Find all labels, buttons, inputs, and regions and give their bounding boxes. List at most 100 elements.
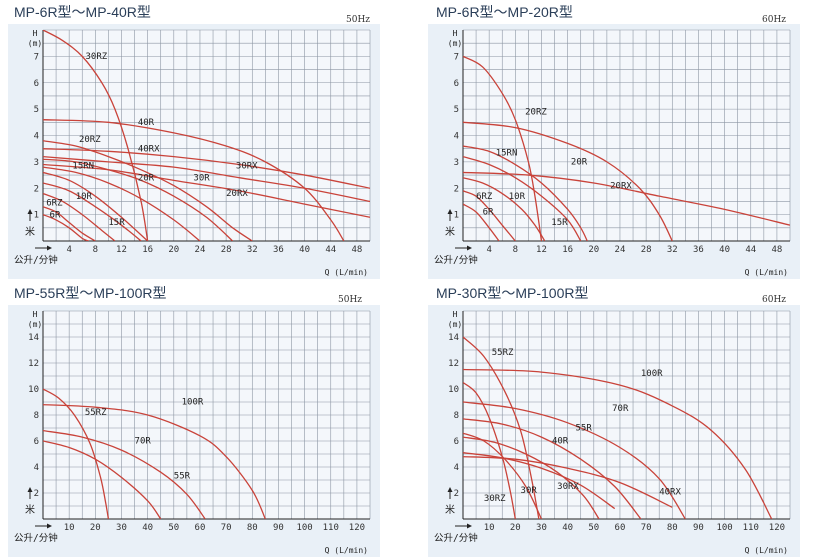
curve-label-20rx: 20RX bbox=[610, 181, 632, 191]
curve-6r bbox=[463, 203, 500, 241]
curve-label-6r: 6R bbox=[483, 208, 494, 218]
x-tick-label: 28 bbox=[221, 245, 232, 255]
x-tick-label: 70 bbox=[221, 523, 232, 533]
y-axis-label: (m) bbox=[28, 320, 42, 329]
x-unit-label: 公升/分钟 bbox=[434, 532, 478, 544]
curve-label-10r: 10R bbox=[76, 192, 93, 202]
x-tick-label: 16 bbox=[142, 245, 153, 255]
x-tick-label: 4 bbox=[66, 245, 71, 255]
y-tick-label: 3 bbox=[34, 158, 39, 168]
pump-curve-plot: H(m) 2 4 6 8 10 12 14 米 10 20 30 40 50 60 70 80 90 100 110 1… bbox=[428, 305, 800, 557]
x-unit-arrowhead bbox=[47, 523, 52, 529]
curve-15r bbox=[463, 155, 582, 241]
y-tick-label: 2 bbox=[454, 184, 459, 194]
curve-15rn bbox=[463, 145, 588, 241]
curve-label-20rz: 20RZ bbox=[525, 107, 547, 117]
curve-20rz bbox=[463, 55, 543, 241]
frequency-label: 50Hz bbox=[346, 15, 371, 25]
curve-label-10r: 10R bbox=[509, 192, 526, 202]
x-unit-label: 公升/分钟 bbox=[14, 532, 58, 544]
curve-label-15r: 15R bbox=[551, 218, 568, 228]
curve-label-100r: 100R bbox=[641, 369, 663, 379]
frequency-label: 50Hz bbox=[338, 295, 363, 305]
pump-curve-plot: H(m) 2 4 6 8 10 12 14 米 10 20 30 40 50 60 70 80 90 100 110 1… bbox=[8, 305, 380, 557]
x-unit-arrowhead bbox=[467, 245, 472, 251]
curve-30r bbox=[463, 432, 543, 519]
curve-label-20r: 20R bbox=[138, 173, 155, 183]
y-axis-label: H bbox=[33, 29, 38, 38]
x-tick-label: 120 bbox=[769, 523, 785, 533]
curve-20rx bbox=[463, 171, 790, 226]
curve-label-30rz: 30RZ bbox=[86, 52, 108, 62]
x-unit-label: 公升/分钟 bbox=[14, 254, 58, 266]
curve-label-15rn: 15RN bbox=[496, 148, 518, 158]
x-tick-label: 48 bbox=[771, 245, 782, 255]
x-unit-label: 公升/分钟 bbox=[434, 254, 478, 266]
curve-label-70r: 70R bbox=[612, 404, 629, 414]
y-tick-label: 2 bbox=[454, 489, 459, 499]
curve-label-100r: 100R bbox=[182, 398, 204, 408]
frequency-label: 60Hz bbox=[762, 15, 787, 25]
x-tick-label: 100 bbox=[296, 523, 312, 533]
curve-label-20rx: 20RX bbox=[226, 189, 248, 199]
grid bbox=[462, 29, 791, 242]
pump-curves bbox=[463, 55, 790, 241]
y-tick-label: 14 bbox=[448, 333, 459, 343]
y-tick-label: 5 bbox=[34, 105, 39, 115]
curve-6rz bbox=[43, 206, 96, 241]
pump-curves bbox=[43, 388, 266, 519]
x-tick-label: 10 bbox=[484, 523, 495, 533]
curve-40rx bbox=[463, 455, 673, 508]
curve-label-20r: 20R bbox=[571, 158, 588, 168]
x-tick-label: 40 bbox=[719, 245, 730, 255]
x-tick-label: 70 bbox=[641, 523, 652, 533]
curve-label-55r: 55R bbox=[575, 424, 592, 434]
curve-55r bbox=[463, 418, 642, 519]
x-axis-label: Q (L/min) bbox=[745, 268, 788, 277]
chart-panel-4: MP-30R型～MP-100R型 60Hz H (m) 2 4 6 8 10 12 14 米 10 2… bbox=[420, 279, 830, 558]
curve-label-15r: 15R bbox=[108, 218, 125, 228]
x-tick-label: 16 bbox=[562, 245, 573, 255]
y-tick-label: 6 bbox=[454, 79, 459, 89]
y-tick-label: 3 bbox=[454, 158, 459, 168]
x-tick-label: 24 bbox=[615, 245, 626, 255]
y-unit-label: 米 bbox=[25, 503, 35, 516]
y-tick-label: 10 bbox=[448, 385, 459, 395]
curve-label-30rx: 30RX bbox=[236, 161, 258, 171]
x-tick-label: 36 bbox=[693, 245, 704, 255]
x-axis-label: Q (L/min) bbox=[745, 546, 788, 555]
x-unit-arrowhead bbox=[467, 523, 472, 529]
curve-30rz bbox=[463, 381, 516, 519]
x-tick-label: 40 bbox=[142, 523, 153, 533]
curve-label-40rx: 40RX bbox=[659, 487, 681, 497]
curve-30rz bbox=[43, 30, 149, 241]
x-tick-label: 90 bbox=[693, 523, 704, 533]
curve-40r bbox=[463, 436, 600, 519]
y-tick-label: 6 bbox=[454, 437, 459, 447]
curve-100r bbox=[463, 368, 773, 519]
y-tick-label: 12 bbox=[448, 359, 459, 369]
x-tick-label: 90 bbox=[273, 523, 284, 533]
x-tick-label: 44 bbox=[325, 245, 336, 255]
curve-label-55rz: 55RZ bbox=[492, 348, 514, 358]
x-tick-label: 40 bbox=[562, 523, 573, 533]
curve-6rz bbox=[463, 190, 516, 241]
curve-10r bbox=[43, 192, 116, 241]
x-tick-label: 40 bbox=[299, 245, 310, 255]
curve-20r bbox=[463, 121, 673, 241]
x-axis-label: Q (L/min) bbox=[325, 546, 368, 555]
chart-panel-2: MP-6R型～MP-20R型 60Hz H (m) 1 2 3 4 5 6 7 米 4 8 12 16 20… bbox=[420, 0, 830, 279]
x-tick-label: 8 bbox=[513, 245, 518, 255]
curve-label-20rz: 20RZ bbox=[79, 135, 101, 145]
y-tick-label: 8 bbox=[454, 411, 459, 421]
x-tick-label: 36 bbox=[273, 245, 284, 255]
curve-6r bbox=[43, 214, 90, 241]
y-tick-label: 6 bbox=[34, 79, 39, 89]
y-tick-label: 2 bbox=[34, 489, 39, 499]
x-tick-label: 12 bbox=[116, 245, 127, 255]
curve-label-40rx: 40RX bbox=[138, 144, 160, 154]
x-tick-label: 44 bbox=[745, 245, 756, 255]
x-tick-label: 50 bbox=[588, 523, 599, 533]
curve-15rn bbox=[43, 171, 149, 241]
